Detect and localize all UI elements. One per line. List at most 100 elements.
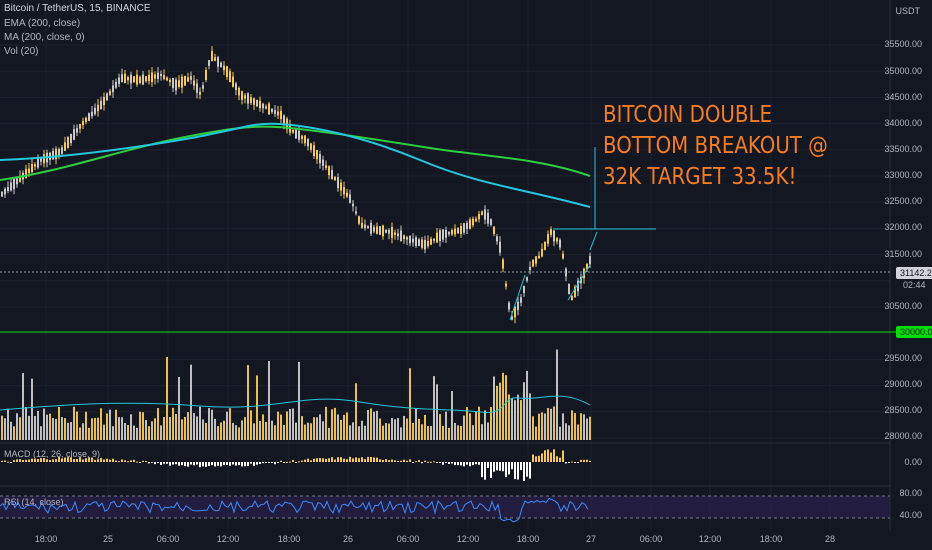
candle-body [523, 286, 525, 293]
macd-bar [412, 462, 414, 463]
volume-bar [514, 400, 516, 440]
volume-bar [91, 418, 93, 440]
volume-bar [325, 406, 327, 440]
macd-label[interactable]: MACD (12, 26, close, 9) [4, 449, 101, 459]
volume-bar [25, 406, 27, 440]
candle-body [313, 145, 315, 157]
candle-body [52, 151, 54, 160]
volume-bar [436, 384, 438, 440]
macd-bar [370, 456, 372, 462]
macd-bar [460, 462, 462, 466]
candle-body [238, 87, 240, 96]
price-tick: 33500.00 [884, 144, 922, 154]
candle-body [70, 133, 72, 144]
macd-bar [73, 459, 75, 462]
macd-bar [355, 457, 357, 462]
candle-body [544, 241, 546, 250]
price-tick: 28000.00 [884, 431, 922, 441]
indicator-vol-label[interactable]: Vol (20) [4, 46, 39, 57]
rsi-label[interactable]: RSI (14, close) [4, 497, 64, 507]
macd-bar [220, 462, 222, 467]
candle-body [433, 238, 435, 241]
volume-bar [241, 420, 243, 440]
macd-bar [115, 460, 117, 462]
candle-body [511, 316, 513, 320]
candle-body [412, 238, 414, 243]
indicator-ema-label[interactable]: EMA (200, close) [4, 18, 81, 29]
volume-bar [337, 414, 339, 440]
volume-bar [43, 408, 45, 440]
macd-bar [55, 459, 57, 462]
volume-bar [415, 408, 417, 440]
candle-body [64, 142, 66, 151]
macd-bar [49, 459, 51, 462]
currency-label[interactable]: USDT [895, 6, 921, 16]
macd-bar [85, 458, 87, 462]
volume-bar [13, 426, 15, 440]
macd-bar [562, 450, 564, 462]
candle-body [298, 130, 300, 140]
candle-body [514, 306, 516, 318]
candle-body [274, 110, 276, 114]
candle-body [253, 98, 255, 105]
candle-body [106, 93, 108, 101]
candle-body [292, 129, 294, 133]
candle-body [283, 115, 285, 124]
macd-bar [235, 462, 237, 466]
macd-bar [265, 462, 267, 463]
macd-bar [475, 462, 477, 465]
volume-bar [466, 407, 468, 440]
macd-bar [1, 460, 3, 462]
volume-bar [79, 427, 81, 440]
macd-bar [433, 461, 435, 463]
macd-bar [334, 459, 336, 462]
candle-body [199, 91, 201, 95]
volume-bar [487, 422, 489, 440]
volume-bar [574, 413, 576, 440]
macd-bar [481, 462, 483, 478]
macd-bar [28, 459, 30, 462]
macd-bar [316, 458, 318, 462]
volume-bar [457, 425, 459, 440]
volume-bar [133, 425, 135, 440]
trend-drawing [589, 231, 598, 251]
macd-bar [256, 462, 258, 465]
candle-body [547, 234, 549, 244]
macd-bar [223, 462, 225, 466]
candle-body [463, 223, 465, 233]
candle-body [454, 228, 456, 235]
candle-body [136, 74, 138, 85]
indicator-ma-label[interactable]: MA (200, close, 0) [4, 32, 85, 43]
macd-bar [451, 462, 453, 464]
candle-body [538, 255, 540, 259]
macd-bar [169, 462, 171, 466]
candle-body [457, 228, 459, 234]
symbol-title[interactable]: Bitcoin / TetherUS, 15, BINANCE [4, 3, 151, 14]
volume-bar [541, 412, 543, 440]
volume-bar [394, 419, 396, 440]
candle-body [367, 226, 369, 229]
volume-bar [517, 394, 519, 440]
candle-body [34, 164, 36, 167]
candle-body [139, 76, 141, 83]
macd-bar [37, 458, 39, 462]
macd-bar [208, 462, 210, 467]
macd-bar [187, 462, 189, 467]
volume-bar [532, 416, 534, 440]
volume-bar [577, 424, 579, 440]
annotation-text[interactable]: BITCOIN DOUBLE BOTTOM BREAKOUT @ 32K TAR… [603, 100, 828, 193]
candle-body [43, 154, 45, 164]
volume-bar [589, 416, 591, 440]
volume-bar [580, 413, 582, 440]
macd-bar [151, 461, 153, 463]
macd-bar [589, 460, 591, 462]
macd-bar [10, 462, 12, 463]
price-tick: 33000.00 [884, 170, 922, 180]
candle-body [400, 230, 402, 242]
candle-body [175, 79, 177, 91]
candle-body [484, 209, 486, 220]
volume-bar [391, 418, 393, 440]
volume-bar [481, 424, 483, 440]
price-tick: 30500.00 [884, 301, 922, 311]
